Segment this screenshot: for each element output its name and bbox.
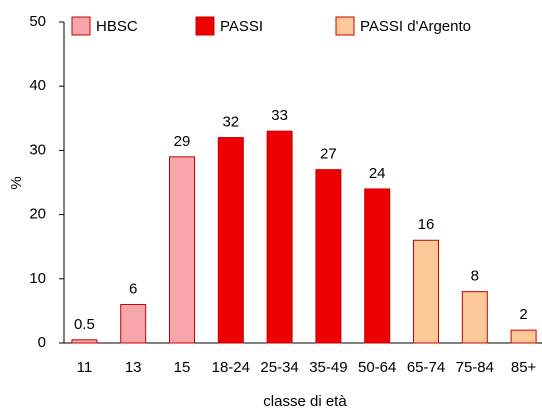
bar	[71, 339, 98, 344]
bar	[315, 169, 342, 344]
y-tick-label: 20	[29, 206, 46, 223]
x-tick-label: 65-74	[407, 359, 445, 376]
x-tick-label: 75-84	[456, 359, 494, 376]
y-tick-label: 50	[29, 13, 46, 30]
y-tick-label: 40	[29, 77, 46, 94]
data-label: 6	[129, 280, 137, 297]
data-label: 16	[418, 216, 435, 233]
legend-label: PASSI d'Argento	[360, 18, 471, 35]
data-label: 29	[174, 133, 191, 150]
bar	[364, 188, 391, 344]
data-label: 0.5	[74, 316, 95, 333]
data-label: 24	[369, 165, 386, 182]
legend-label: PASSI	[220, 18, 263, 35]
bar	[461, 291, 488, 344]
legend-label: HBSC	[96, 18, 138, 35]
legend-swatch	[335, 16, 355, 36]
y-tick-label: 0	[38, 334, 46, 351]
x-axis-label: classe di età	[263, 393, 347, 410]
bar	[217, 137, 244, 344]
x-tick-label: 85+	[511, 359, 537, 376]
bar	[169, 156, 195, 344]
bar	[413, 239, 439, 344]
data-label: 27	[320, 146, 337, 163]
data-label: 33	[271, 107, 288, 124]
legend-swatch	[195, 16, 215, 36]
y-tick-label: 30	[29, 141, 46, 158]
x-tick-label: 35-49	[309, 359, 347, 376]
y-axis-label: %	[8, 176, 25, 189]
x-tick-label: 15	[174, 359, 191, 376]
legend-swatch	[71, 16, 91, 36]
y-tick-label: 10	[29, 270, 46, 287]
data-label: 8	[471, 268, 479, 285]
bar	[120, 303, 147, 344]
x-tick-label: 11	[77, 359, 93, 376]
bar	[266, 130, 293, 344]
x-tick-label: 18-24	[212, 359, 250, 376]
x-tick-label: 50-64	[358, 359, 396, 376]
x-tick-label: 25-34	[260, 359, 298, 376]
data-label: 32	[222, 114, 239, 131]
bar	[510, 329, 537, 344]
x-tick-label: 13	[125, 359, 142, 376]
data-label: 2	[519, 306, 527, 323]
